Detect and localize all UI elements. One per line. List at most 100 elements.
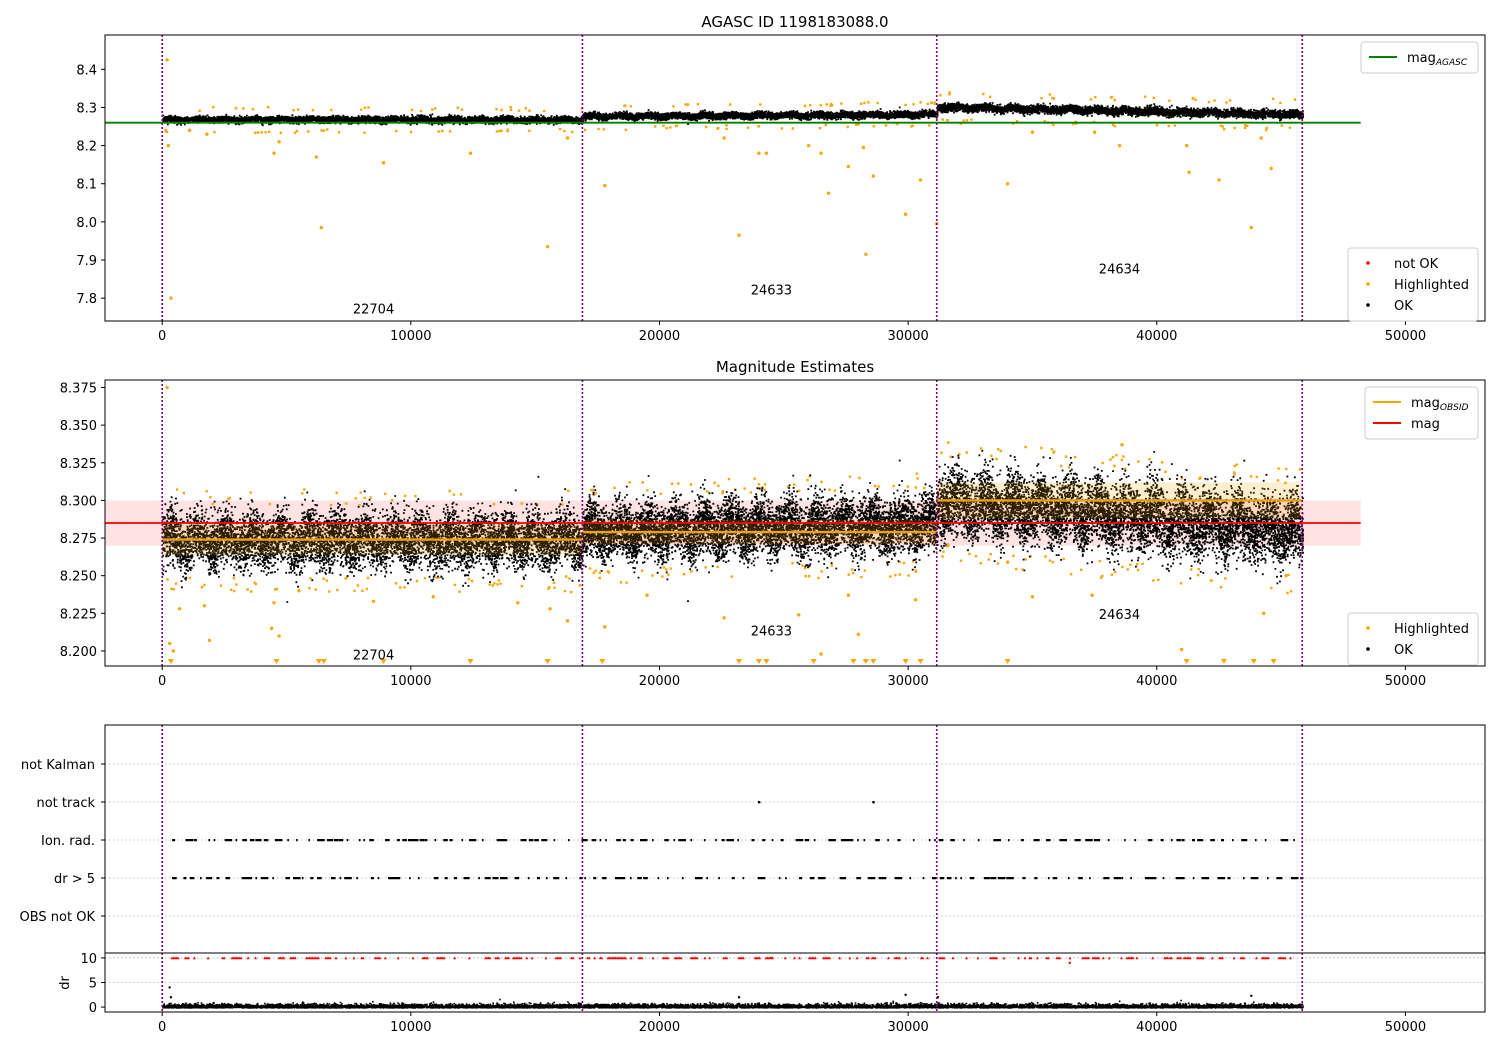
legend-box (1347, 247, 1479, 322)
highlighted-outlier (545, 244, 550, 249)
x-tick-label: 0 (158, 674, 166, 689)
highlighted-outlier (272, 601, 276, 605)
highlighted-outlier (846, 593, 851, 597)
panel2-frame (104, 379, 1486, 667)
highlighted-outlier (565, 136, 570, 140)
x-tick-label: 0 (158, 329, 166, 344)
x-tick-label: 20000 (639, 674, 680, 689)
highlighted-outlier (167, 641, 172, 646)
highlighted-outlier (856, 632, 861, 637)
x-tick-label: 30000 (887, 329, 928, 344)
highlighted-outlier (1005, 560, 1010, 564)
highlighted-outlier (205, 132, 209, 136)
clipped-low-marker (862, 659, 869, 664)
x-tick-label: 20000 (639, 1020, 680, 1035)
highlighted-outlier (603, 183, 607, 188)
highlighted-outlier (722, 616, 726, 620)
flag-row-label: Ion. rad. (41, 834, 95, 849)
legend-box (1364, 386, 1479, 440)
x-tick-label: 50000 (1385, 674, 1426, 689)
clipped-low-marker (917, 659, 924, 664)
highlighted-outlier (903, 212, 908, 216)
y-tick-label: 8.250 (60, 570, 97, 585)
dr-outlier (1250, 994, 1253, 997)
highlighted-outlier (165, 58, 169, 62)
legend-label: magAGASC (1407, 51, 1468, 68)
panel1-title: AGASC ID 1198183088.0 (701, 13, 888, 31)
clipped-low-marker (870, 659, 877, 664)
y-tick-label: 8.300 (60, 494, 97, 509)
y-tick-label: 8.350 (60, 419, 97, 434)
y-tick-label: 8.3 (76, 101, 97, 116)
ok-points-24633 (582, 459, 939, 602)
flag-points (172, 839, 1295, 842)
dr-outlier (737, 996, 741, 999)
highlighted-outlier (861, 145, 866, 150)
highlighted-outlier (918, 178, 923, 182)
x-tick-label: 40000 (1136, 329, 1177, 344)
y-tick-label: 8.275 (60, 532, 97, 547)
legend-label: Highlighted (1394, 278, 1469, 293)
flag-row-label: OBS not OK (20, 910, 96, 925)
clipped-low-marker (1004, 659, 1011, 664)
ok-points-22704 (162, 113, 585, 127)
x-tick-label: 0 (158, 1020, 166, 1035)
highlighted-outlier (297, 589, 301, 593)
panel3-frame (104, 724, 1486, 954)
obsid-label: 22704 (353, 648, 394, 663)
panel1-frame (104, 34, 1486, 322)
obsid-label: 22704 (353, 303, 394, 318)
x-tick-label: 30000 (887, 1020, 928, 1035)
highlighted-outlier (1187, 170, 1191, 174)
clipped-low-marker (1183, 659, 1190, 664)
y-tick-label: 5 (89, 977, 97, 992)
clipped-low-marker (167, 659, 174, 664)
clipped-low-marker (467, 659, 474, 664)
y-tick-label: 8.1 (76, 178, 97, 193)
highlighted-outlier (314, 155, 319, 159)
panel2-title: Magnitude Estimates (716, 358, 874, 376)
dr-outlier (904, 993, 907, 996)
highlighted-outlier (819, 151, 823, 155)
highlighted-outlier (319, 225, 324, 230)
legend-marker (1366, 261, 1370, 265)
y-tick-label: 7.8 (76, 292, 97, 307)
highlighted-outlier (272, 151, 276, 155)
highlighted-points-24633 (583, 101, 937, 132)
obsid-label: 24633 (751, 283, 792, 298)
highlighted-outlier (177, 607, 182, 611)
highlighted-outlier (381, 161, 386, 165)
highlighted-outlier (431, 595, 435, 599)
clipped-low-marker (380, 659, 387, 664)
panel-agasc-magnitude: AGASC ID 1198183088.0 22704 24633 24634 0 10… (76, 13, 1486, 344)
flag-boundaries (161, 725, 1304, 953)
highlighted-outlier (1262, 611, 1266, 616)
highlighted-outlier (207, 638, 212, 643)
clipped-low-marker (1220, 659, 1227, 664)
highlighted-outlier (187, 128, 192, 133)
highlighted-outlier (1030, 595, 1035, 599)
clipped-low-marker (902, 659, 909, 664)
highlighted-outlier (871, 174, 876, 178)
y-tick-label: 10 (80, 952, 97, 967)
obsid-label: 24634 (1099, 608, 1140, 623)
legend-label: mag (1411, 417, 1440, 432)
y-tick-label: 8.0 (76, 216, 97, 231)
clipped-low-marker (850, 659, 857, 664)
legend-marker (1366, 626, 1370, 630)
dr-capped-points (170, 956, 1292, 960)
legend-marker (1366, 282, 1370, 286)
x-tick-label: 50000 (1385, 1020, 1426, 1035)
dr-ylabel: dr (58, 976, 73, 990)
highlighted-outlier (171, 649, 176, 653)
legend-box (1347, 612, 1479, 666)
highlighted-outlier (737, 233, 741, 237)
ok-points-24634 (936, 449, 1304, 585)
highlighted-outlier (722, 136, 726, 140)
legend-label: Highlighted (1394, 622, 1469, 637)
dr-boundaries (161, 953, 1304, 1012)
highlighted-outlier (468, 151, 473, 155)
legend-label: OK (1394, 299, 1413, 314)
legend-box (1360, 41, 1479, 74)
